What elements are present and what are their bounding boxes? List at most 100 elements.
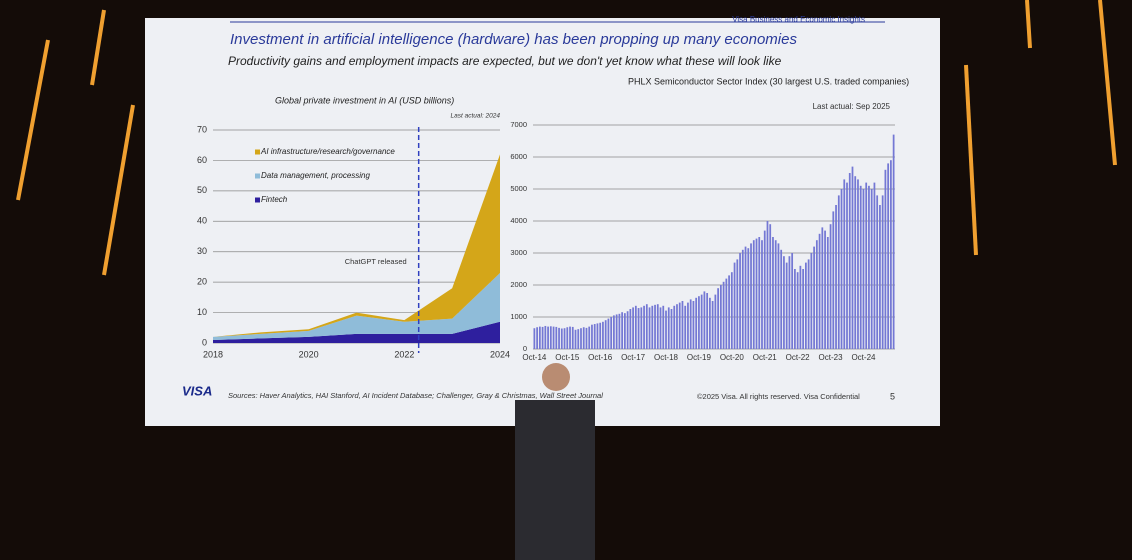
bar [796, 272, 799, 349]
bar [703, 291, 706, 349]
bar [799, 265, 802, 349]
y-tick-label: 10 [197, 307, 207, 317]
bar [673, 305, 676, 349]
y-tick-label: 0 [202, 337, 207, 347]
bar [574, 329, 577, 349]
x-tick-label: Oct-19 [687, 353, 712, 362]
y-tick-label: 30 [197, 246, 207, 256]
bar [887, 163, 890, 349]
bar [665, 310, 667, 349]
bar [615, 314, 618, 349]
y-tick-label: 50 [197, 185, 207, 195]
bar [835, 205, 837, 349]
y-tick-label: 60 [197, 155, 207, 165]
bar [670, 309, 673, 349]
bar [569, 326, 571, 349]
bar [750, 243, 752, 349]
bar [843, 179, 846, 349]
bar [802, 269, 805, 349]
bar [591, 324, 593, 349]
y-tick-label: 0 [523, 344, 527, 353]
bar [788, 256, 791, 349]
bar [892, 134, 895, 349]
x-tick-label: Oct-21 [753, 353, 778, 362]
bar [610, 317, 613, 349]
bar [607, 318, 610, 349]
x-tick-label: Oct-20 [720, 353, 745, 362]
bar [648, 307, 651, 349]
bar [722, 281, 725, 349]
bar [689, 299, 692, 349]
bar [813, 246, 815, 349]
bar [604, 320, 607, 349]
bar [640, 307, 643, 349]
bar [684, 305, 687, 349]
bar [865, 182, 868, 349]
bar [558, 327, 560, 349]
bar [739, 253, 741, 349]
bar [580, 328, 582, 349]
bar [643, 305, 645, 349]
bar [596, 323, 599, 349]
slide-title: Investment in artificial intelligence (h… [230, 31, 797, 48]
legend-label: Fintech [261, 195, 288, 204]
bar [656, 304, 659, 349]
x-tick-label: Oct-15 [555, 353, 580, 362]
y-tick-label: 6000 [510, 152, 527, 161]
legend-swatch [255, 173, 260, 179]
bar [758, 237, 761, 349]
y-tick-label: 4000 [510, 216, 527, 225]
slide-subtitle: Productivity gains and employment impact… [228, 54, 782, 68]
bar [868, 185, 870, 349]
bar [662, 305, 665, 349]
logo: VISA [182, 383, 212, 398]
y-tick-label: 70 [197, 124, 207, 134]
bar [549, 326, 552, 349]
bar [755, 238, 758, 349]
bar [730, 272, 733, 349]
bar [826, 237, 829, 349]
bar [709, 297, 711, 349]
bar [629, 309, 632, 349]
bar [840, 189, 843, 349]
bar [695, 297, 698, 349]
bar [794, 269, 796, 349]
bar [659, 307, 662, 349]
bar [560, 328, 563, 349]
bar [807, 259, 810, 349]
x-tick-label: Oct-17 [621, 353, 646, 362]
bar [538, 326, 541, 349]
bar [714, 294, 717, 349]
y-tick-label: 40 [197, 216, 207, 226]
bar [536, 327, 538, 349]
bar [857, 179, 859, 349]
bar [692, 301, 695, 349]
bar [552, 326, 555, 349]
annotation: ChatGPT released [345, 257, 407, 266]
bar [846, 182, 848, 349]
bar [870, 189, 873, 349]
bar [774, 240, 777, 349]
bar [769, 224, 772, 349]
bar [566, 327, 569, 349]
bar [626, 311, 629, 349]
bar [791, 253, 794, 349]
bar [837, 195, 840, 349]
bar [588, 326, 591, 349]
legend-label: AI infrastructure/research/governance [260, 147, 395, 156]
bar [613, 315, 615, 349]
x-tick-label: Oct-23 [819, 353, 844, 362]
bar [848, 173, 851, 349]
x-tick-label: 2022 [394, 349, 414, 359]
bar [876, 195, 879, 349]
y-tick-label: 2000 [510, 280, 527, 289]
bar [785, 262, 788, 349]
bar [728, 275, 730, 349]
bar [824, 230, 826, 349]
bar [815, 240, 818, 349]
bar [884, 169, 887, 349]
bar [733, 262, 736, 349]
bar [621, 312, 624, 349]
